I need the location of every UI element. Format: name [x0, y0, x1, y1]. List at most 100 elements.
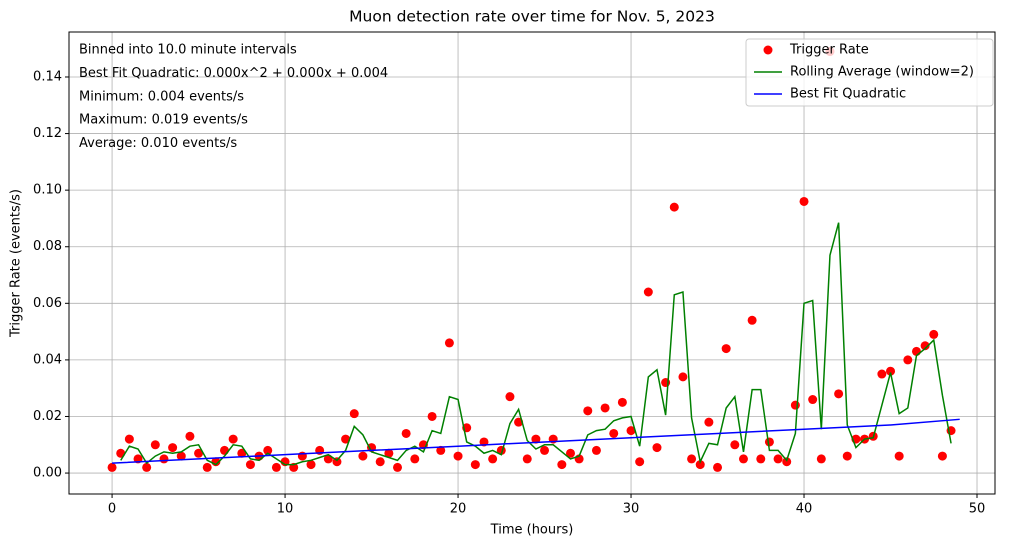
- data-point: [124, 434, 134, 444]
- data-point: [245, 460, 255, 470]
- legend-box: [745, 38, 994, 107]
- data-point: [237, 448, 247, 458]
- x-tick-label: 0: [108, 502, 116, 517]
- data-point: [583, 406, 593, 416]
- data-point: [401, 428, 411, 438]
- x-tick-label: 40: [796, 502, 813, 517]
- legend-marker: [763, 45, 773, 55]
- data-point: [341, 434, 351, 444]
- annotation: Minimum: 0.004 events/s: [79, 89, 244, 104]
- data-point: [903, 355, 913, 365]
- data-point: [782, 457, 792, 467]
- data-point: [669, 202, 679, 212]
- legend-label: Rolling Average (window=2): [790, 65, 974, 80]
- data-point: [799, 196, 809, 206]
- data-point: [730, 440, 740, 450]
- y-tick-label: 0.12: [33, 126, 62, 141]
- data-point: [842, 451, 852, 461]
- data-point: [756, 454, 766, 464]
- data-point: [808, 395, 818, 405]
- y-tick-label: 0.02: [33, 409, 62, 424]
- data-point: [505, 392, 515, 402]
- data-point: [410, 454, 420, 464]
- data-point: [150, 440, 160, 450]
- data-point: [643, 287, 653, 297]
- data-point: [591, 445, 601, 455]
- data-point: [894, 451, 904, 461]
- data-point: [920, 341, 930, 351]
- data-point: [911, 346, 921, 356]
- data-point: [142, 462, 152, 472]
- series-line: [112, 418, 960, 464]
- data-point: [626, 426, 636, 436]
- data-point: [168, 443, 178, 453]
- y-axis-label: Trigger Rate (events/s): [9, 189, 24, 338]
- data-point: [488, 454, 498, 464]
- data-point: [721, 344, 731, 354]
- series-line: [120, 222, 952, 466]
- data-point: [695, 460, 705, 470]
- annotation: Maximum: 0.019 events/s: [79, 113, 248, 128]
- annotation: Binned into 10.0 minute intervals: [79, 43, 297, 58]
- data-point: [635, 457, 645, 467]
- legend-label: Trigger Rate: [789, 43, 869, 58]
- plot-frame: [68, 31, 996, 495]
- data-point: [349, 409, 359, 419]
- y-tick-label: 0.04: [33, 352, 62, 367]
- data-point: [834, 389, 844, 399]
- data-point: [678, 372, 688, 382]
- data-point: [764, 437, 774, 447]
- chart-title: Muon detection rate over time for Nov. 5…: [349, 8, 715, 26]
- data-point: [816, 454, 826, 464]
- data-point: [384, 448, 394, 458]
- data-point: [617, 397, 627, 407]
- data-point: [565, 448, 575, 458]
- annotation: Average: 0.010 events/s: [79, 136, 237, 151]
- data-point: [600, 403, 610, 413]
- data-point: [877, 369, 887, 379]
- data-point: [937, 451, 947, 461]
- data-point: [375, 457, 385, 467]
- data-point: [436, 445, 446, 455]
- data-point: [228, 434, 238, 444]
- data-point: [929, 329, 939, 339]
- y-tick-label: 0.10: [33, 183, 62, 198]
- data-point: [609, 428, 619, 438]
- data-point: [557, 460, 567, 470]
- data-point: [159, 454, 169, 464]
- y-tick-label: 0.06: [33, 296, 62, 311]
- data-point: [263, 445, 273, 455]
- data-point: [531, 434, 541, 444]
- data-point: [790, 400, 800, 410]
- y-tick-label: 0.00: [33, 466, 62, 481]
- x-tick-label: 30: [623, 502, 640, 517]
- data-point: [704, 417, 714, 427]
- x-tick-label: 20: [450, 502, 467, 517]
- data-point: [886, 366, 896, 376]
- annotation: Best Fit Quadratic: 0.000x^2 + 0.000x + …: [79, 66, 388, 81]
- data-point: [220, 445, 230, 455]
- data-point: [306, 460, 316, 470]
- data-point: [738, 454, 748, 464]
- data-point: [652, 443, 662, 453]
- data-point: [713, 462, 723, 472]
- data-point: [107, 462, 117, 472]
- y-tick-label: 0.08: [33, 239, 62, 254]
- data-point: [540, 445, 550, 455]
- x-tick-label: 50: [969, 502, 986, 517]
- data-point: [470, 460, 480, 470]
- x-axis-label: Time (hours): [490, 523, 574, 538]
- data-point: [393, 462, 403, 472]
- data-point: [444, 338, 454, 348]
- data-point: [687, 454, 697, 464]
- x-tick-label: 10: [277, 502, 294, 517]
- data-point: [271, 462, 281, 472]
- data-point: [522, 454, 532, 464]
- legend-label: Best Fit Quadratic: [790, 87, 906, 102]
- data-point: [202, 462, 212, 472]
- data-point: [185, 431, 195, 441]
- y-tick-label: 0.14: [33, 69, 62, 84]
- data-point: [747, 315, 757, 325]
